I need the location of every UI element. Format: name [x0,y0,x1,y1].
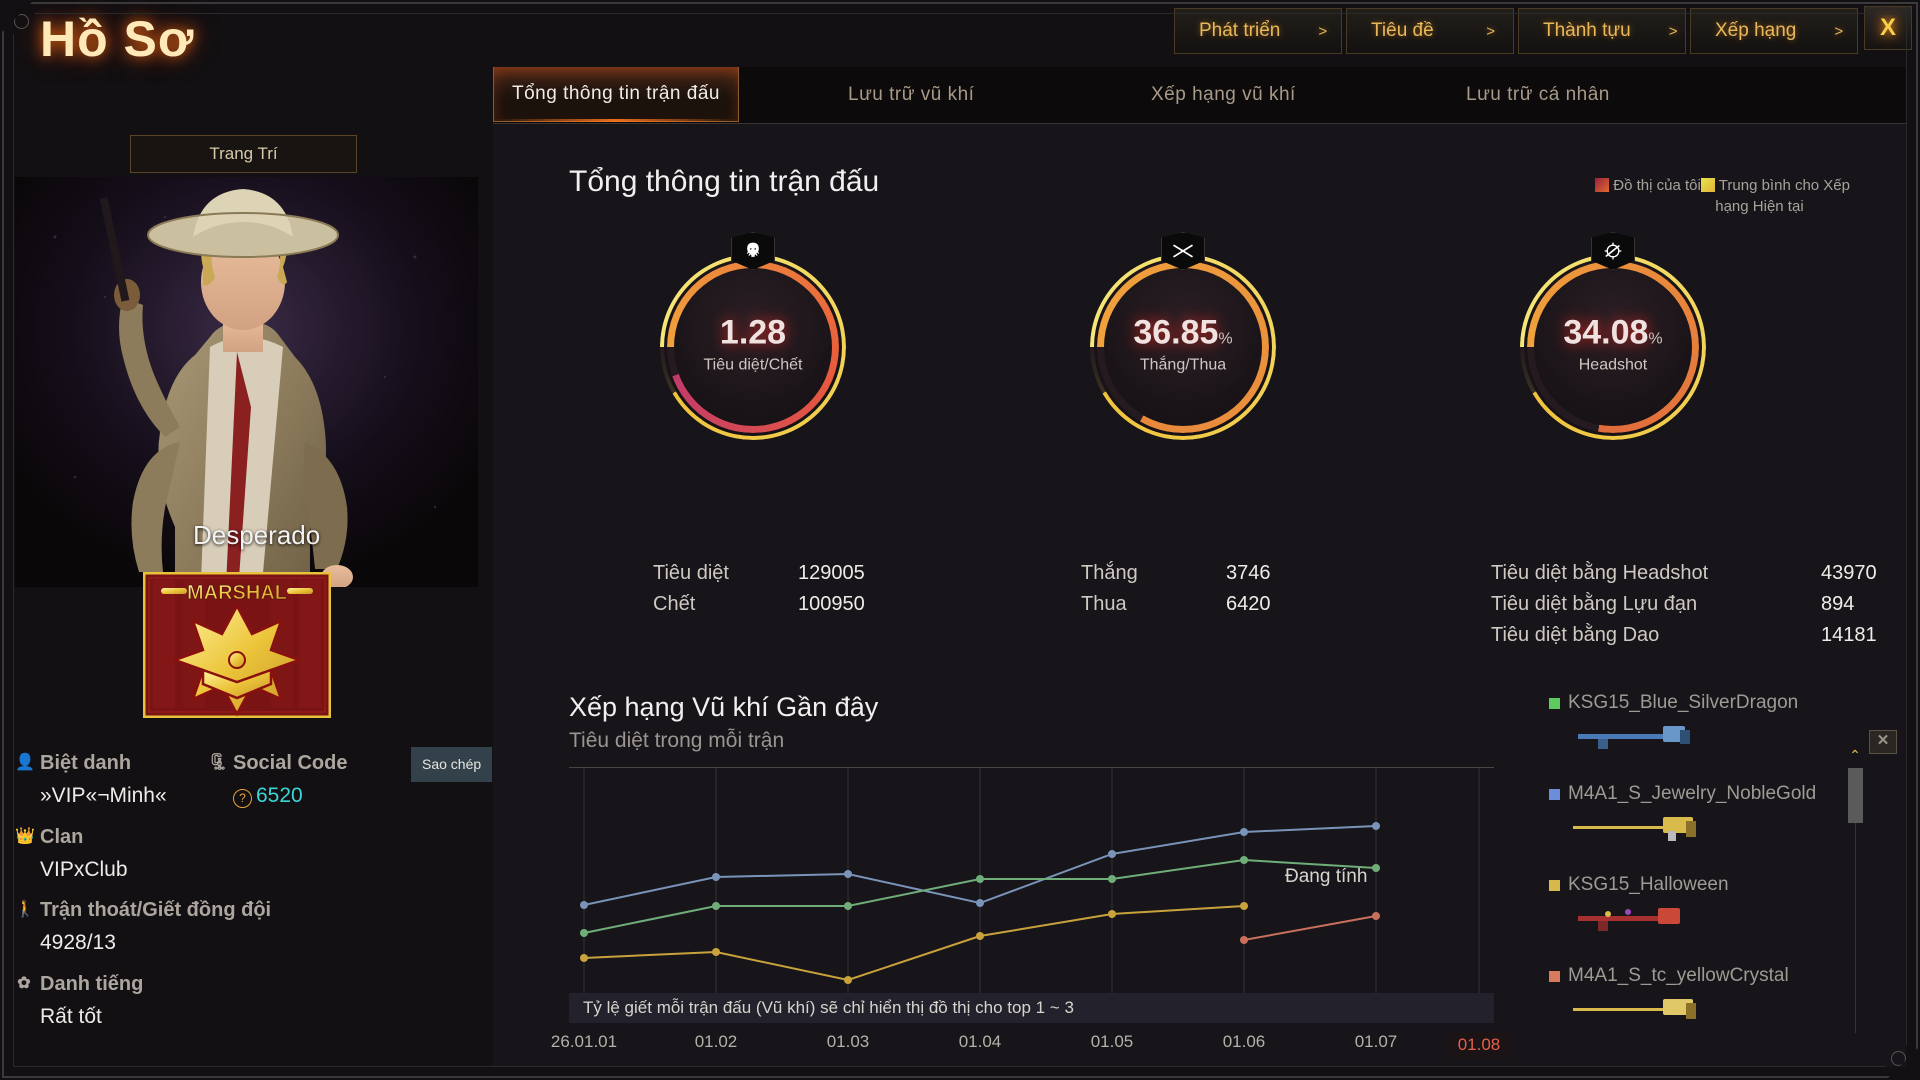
svg-text:MARSHAL: MARSHAL [187,582,287,604]
